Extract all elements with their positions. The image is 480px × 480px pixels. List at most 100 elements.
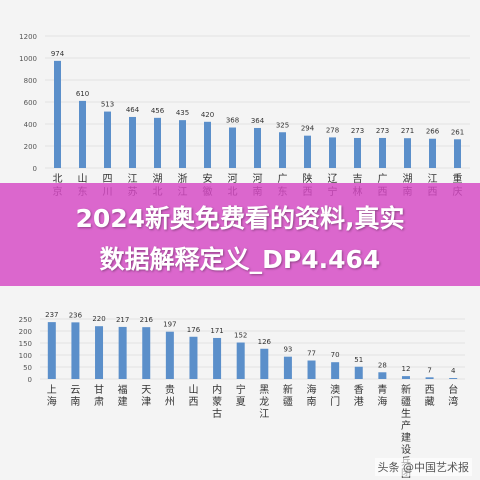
bar bbox=[104, 111, 111, 168]
data-label: 294 bbox=[301, 125, 315, 133]
bar bbox=[79, 100, 86, 168]
bar bbox=[279, 132, 286, 168]
data-label: 364 bbox=[251, 117, 265, 125]
category-label: 甘 bbox=[94, 383, 104, 396]
bar bbox=[429, 138, 436, 168]
category-label: 吉 bbox=[353, 173, 363, 185]
data-label: 216 bbox=[140, 316, 154, 324]
category-label: 建 bbox=[401, 431, 411, 444]
category-label: 海 bbox=[307, 383, 317, 396]
data-label: 28 bbox=[378, 361, 387, 369]
data-label: 93 bbox=[283, 346, 292, 354]
category-label: 生 bbox=[401, 407, 411, 420]
category-label: 西 bbox=[188, 397, 198, 408]
bar bbox=[189, 336, 198, 379]
category-label: 设 bbox=[401, 444, 411, 456]
bar bbox=[213, 337, 222, 379]
data-label: 273 bbox=[351, 127, 364, 135]
category-label: 南 bbox=[307, 395, 317, 408]
bar bbox=[179, 120, 186, 168]
category-label: 安 bbox=[203, 172, 213, 185]
data-label: 456 bbox=[151, 107, 165, 115]
bar bbox=[378, 372, 387, 379]
data-label: 271 bbox=[401, 127, 414, 135]
category-label: 古 bbox=[212, 407, 222, 420]
bar bbox=[304, 135, 311, 168]
bar bbox=[118, 326, 127, 379]
chart-bottom: 050100150200250237上海236云南220甘肃217福建216天津… bbox=[19, 311, 465, 480]
data-label: 513 bbox=[101, 101, 114, 109]
category-label: 肃 bbox=[94, 396, 104, 408]
banner-title-line-1: 2024新奥免费看的资料,真实 bbox=[75, 204, 405, 233]
data-label: 197 bbox=[163, 321, 176, 329]
category-label: 青 bbox=[377, 383, 387, 396]
bar bbox=[404, 138, 411, 168]
data-label: 325 bbox=[276, 121, 289, 129]
banner-title-line-2: 数据解释定义_DP4.464 bbox=[99, 245, 381, 274]
bar bbox=[229, 127, 236, 168]
data-label: 273 bbox=[376, 127, 389, 135]
category-label: 宁 bbox=[236, 383, 246, 396]
bar bbox=[307, 360, 316, 379]
category-label: 上 bbox=[47, 384, 57, 396]
data-label: 217 bbox=[116, 316, 129, 324]
data-label: 261 bbox=[451, 128, 464, 136]
data-label: 171 bbox=[210, 327, 223, 335]
bar bbox=[354, 137, 361, 168]
category-label: 北 bbox=[53, 173, 63, 185]
category-label: 港 bbox=[354, 396, 364, 408]
category-label: 广 bbox=[378, 173, 388, 185]
category-label: 湖 bbox=[153, 173, 163, 185]
data-label: 435 bbox=[176, 109, 189, 117]
y-tick-label: 50 bbox=[23, 364, 32, 372]
category-label: 香 bbox=[354, 384, 364, 396]
data-label: 4 bbox=[451, 367, 456, 375]
category-label: 广 bbox=[278, 173, 288, 185]
y-tick-label: 400 bbox=[24, 121, 37, 129]
y-tick-label: 200 bbox=[24, 143, 37, 151]
data-label: 77 bbox=[307, 350, 316, 358]
category-label: 江 bbox=[128, 173, 138, 185]
category-label: 门 bbox=[330, 395, 340, 408]
bar bbox=[71, 322, 80, 379]
data-label: 368 bbox=[226, 117, 239, 125]
category-label: 天 bbox=[141, 385, 151, 396]
category-label: 州 bbox=[165, 396, 175, 408]
data-label: 152 bbox=[234, 332, 247, 340]
data-label: 464 bbox=[126, 106, 140, 114]
category-label: 内 bbox=[212, 383, 222, 396]
category-label: 疆 bbox=[283, 396, 293, 408]
category-label: 南 bbox=[70, 395, 80, 408]
data-label: 974 bbox=[51, 50, 65, 58]
bar bbox=[47, 322, 56, 379]
category-label: 海 bbox=[377, 395, 387, 408]
data-label: 70 bbox=[331, 351, 340, 359]
bar bbox=[142, 327, 151, 379]
bar bbox=[379, 137, 386, 168]
y-tick-label: 150 bbox=[19, 340, 32, 348]
category-label: 河 bbox=[228, 173, 238, 185]
category-label: 陕 bbox=[303, 172, 313, 185]
category-label: 海 bbox=[47, 395, 57, 408]
data-label: 610 bbox=[76, 90, 89, 98]
y-tick-label: 250 bbox=[19, 316, 32, 324]
category-label: 夏 bbox=[236, 396, 246, 408]
bar bbox=[329, 137, 336, 168]
data-label: 220 bbox=[92, 315, 105, 323]
bar bbox=[425, 377, 434, 379]
category-label: 澳 bbox=[330, 383, 340, 396]
y-tick-label: 600 bbox=[24, 99, 37, 107]
data-label: 12 bbox=[402, 365, 411, 373]
bar bbox=[449, 378, 458, 379]
title-banner: 2024新奥免费看的资料,真实 数据解释定义_DP4.464 bbox=[0, 183, 480, 286]
data-label: 51 bbox=[354, 356, 363, 364]
chart-top: 020040060080010001200974北京610山东513四川464江… bbox=[19, 33, 470, 198]
bar bbox=[95, 326, 104, 379]
category-label: 建 bbox=[118, 395, 128, 408]
data-label: 236 bbox=[69, 311, 83, 319]
data-label: 7 bbox=[427, 366, 431, 374]
category-label: 龙 bbox=[259, 395, 269, 408]
data-label: 266 bbox=[426, 128, 440, 136]
category-label: 云 bbox=[70, 385, 80, 396]
